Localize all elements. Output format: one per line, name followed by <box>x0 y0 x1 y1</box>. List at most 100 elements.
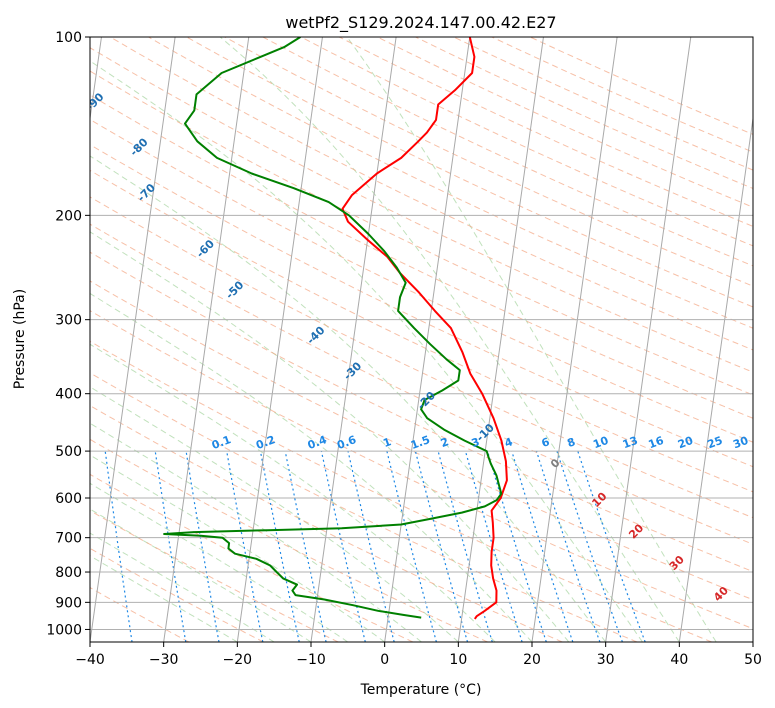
mixing-ratio-line <box>154 451 187 642</box>
dry-adiabat-line <box>90 547 264 642</box>
dry-adiabat-line <box>90 144 753 468</box>
mixing-ratio-label: 0.4 <box>306 433 329 452</box>
mixing-ratio-line <box>577 450 646 642</box>
x-tick-label: −10 <box>296 652 326 668</box>
moist-adiabat-line <box>90 231 570 642</box>
mixing-ratio-line <box>556 450 623 642</box>
mixing-ratio-label: 1 <box>381 435 393 450</box>
mixing-ratio-line <box>347 450 395 642</box>
isotherm-line <box>752 638 753 642</box>
dry-adiabat-line <box>110 37 753 351</box>
isotherm-line <box>236 37 323 642</box>
moist-adiabat-line <box>90 343 496 642</box>
dry-adiabat-line <box>339 37 753 227</box>
dry-adiabat-line <box>90 169 753 493</box>
dry-adiabat-label: -60 <box>194 237 217 260</box>
x-tick-label: −30 <box>149 652 179 668</box>
dry-adiabat-line <box>90 94 753 419</box>
plot-area: -100 -90-80-70-60-50-40-30-20-100.1 0.2 0.4… <box>7 37 753 642</box>
isotherm-line <box>310 37 397 642</box>
moist-adiabat-line <box>90 508 312 642</box>
isotherm-line <box>531 37 618 642</box>
mixing-ratio-label: 0.1 <box>210 433 233 452</box>
dry-adiabat-line <box>300 37 753 247</box>
y-tick-label: 300 <box>55 313 82 329</box>
moist-adiabat-line <box>90 555 238 642</box>
y-tick-label: 1000 <box>46 622 82 638</box>
dry-adiabat-line <box>90 310 753 630</box>
x-tick-label: 20 <box>523 652 541 668</box>
mixing-ratio-line <box>511 450 574 642</box>
plot-frame <box>89 36 754 643</box>
x-axis-label: Temperature (°C) <box>360 682 482 698</box>
dry-adiabat-line <box>415 37 753 190</box>
mixing-ratio-label: 3 <box>470 435 482 450</box>
dry-adiabat-line <box>90 510 339 642</box>
mixing-ratio-label: 20 <box>676 434 695 452</box>
mixing-ratio-line <box>464 450 523 642</box>
dry-adiabat-line <box>186 37 753 308</box>
isotherm-line <box>384 37 471 642</box>
mixing-ratio-line <box>487 450 547 642</box>
y-tick-label: 400 <box>55 387 82 403</box>
y-tick-label: 800 <box>55 565 82 581</box>
isotherm-line <box>90 37 102 122</box>
profile-series <box>163 37 508 620</box>
mixing-ratio-label: 13 <box>621 434 640 451</box>
dry-adiabat-label: -50 <box>223 278 246 301</box>
mixing-ratio-label: 25 <box>706 434 725 451</box>
moist-adiabat-line <box>90 482 349 642</box>
mixing-ratio-line <box>259 450 300 642</box>
isotherm-line <box>457 37 544 642</box>
mixing-ratio-line <box>535 450 601 642</box>
dry-adiabat-label: -90 <box>83 90 106 113</box>
moist-adiabat-line <box>90 155 607 642</box>
mixing-ratio-lines <box>104 450 646 642</box>
dry-adiabat-label: -80 <box>127 135 150 158</box>
dry-adiabats <box>90 37 753 642</box>
isotherm-line <box>163 37 250 642</box>
y-tick-label: 900 <box>55 595 82 611</box>
y-tick-label: 500 <box>55 444 82 460</box>
mixing-ratio-label: 1.5 <box>409 433 432 452</box>
mixing-ratio-label: 10 <box>591 434 610 452</box>
mixing-ratio-label: 30 <box>731 434 750 452</box>
mixing-ratio-label: 0.2 <box>254 433 277 452</box>
moist-adiabat-line <box>90 422 422 642</box>
moist-adiabat-label: 20 <box>626 521 646 541</box>
moist-adiabat-label: 30 <box>667 553 687 573</box>
mixing-ratio-line <box>185 451 220 642</box>
x-tick-label: −20 <box>223 652 253 668</box>
moist-adiabat-line <box>90 532 275 642</box>
isotherm-line <box>605 37 692 642</box>
y-tick-label: 700 <box>55 531 82 547</box>
x-tick-label: −40 <box>75 652 105 668</box>
mixing-ratio-line <box>284 450 327 642</box>
mixing-ratio-label: 6 <box>540 435 552 450</box>
dry-adiabat-label: -100 <box>7 87 36 116</box>
mixing-ratio-line <box>104 451 133 642</box>
x-tick-label: 0 <box>380 652 389 668</box>
y-tick-label: 600 <box>55 491 82 507</box>
dry-adiabat-line <box>262 37 753 267</box>
dry-adiabat-line <box>90 196 753 519</box>
dry-adiabat-line <box>224 37 753 287</box>
mixing-ratio-line <box>386 450 437 642</box>
dry-adiabat-line <box>90 251 753 573</box>
dry-adiabat-line <box>90 340 712 642</box>
mixing-ratio-label: 2 <box>439 435 451 450</box>
mixing-ratio-line <box>414 450 469 642</box>
moist-adiabat-label: 40 <box>711 584 731 604</box>
x-tick-label: 30 <box>597 652 615 668</box>
dry-adiabat-label: -20 <box>415 389 438 412</box>
y-tick-label: 200 <box>55 208 82 224</box>
mixing-ratio-line <box>226 450 264 642</box>
x-tick-label: 40 <box>670 652 688 668</box>
moist-adiabat-line <box>90 386 459 642</box>
dry-adiabat-line <box>491 37 753 153</box>
x-tick-label: 10 <box>449 652 467 668</box>
mixing-ratio-label: 16 <box>647 434 666 452</box>
dry-adiabat-line <box>90 223 753 545</box>
moist-adiabat-line <box>90 292 533 642</box>
